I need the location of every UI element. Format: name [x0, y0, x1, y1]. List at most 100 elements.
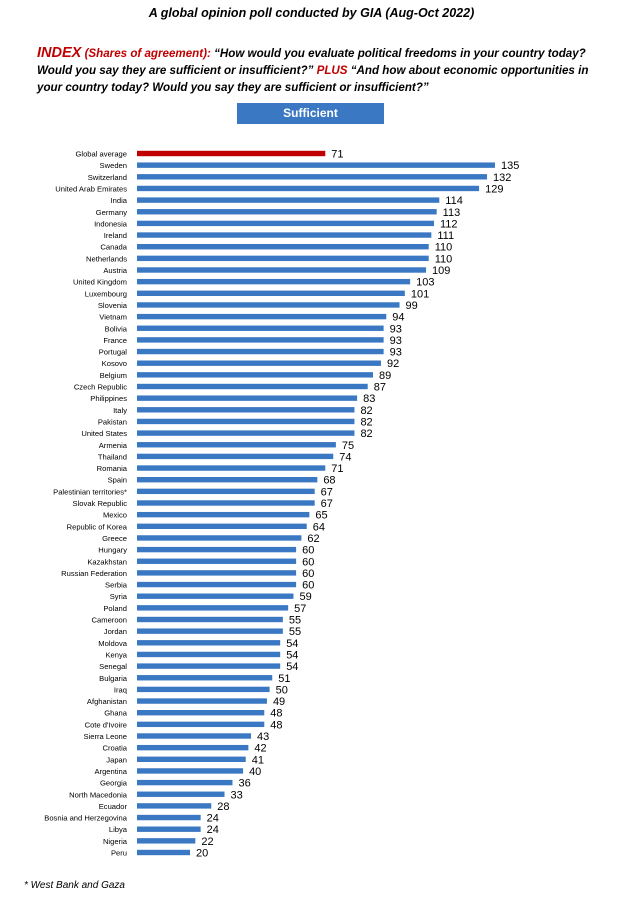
value-label: 33: [231, 789, 243, 801]
category-label: Luxembourg: [85, 289, 127, 298]
category-label: Palestinian territories*: [53, 487, 127, 496]
plus-label: PLUS: [316, 64, 348, 77]
category-label: France: [103, 336, 127, 345]
global-average-bar: [137, 150, 326, 157]
country-bar: [137, 581, 297, 588]
category-label: Sweden: [100, 161, 127, 170]
value-label: 64: [313, 521, 325, 533]
country-bar: [137, 453, 334, 460]
category-label: Jordan: [104, 627, 127, 636]
category-label: United Kingdom: [73, 278, 127, 287]
category-label: Russian Federation: [61, 569, 127, 578]
value-label: 87: [374, 382, 386, 394]
category-label: Croatia: [103, 744, 128, 753]
category-label: Bosnia and Herzegovina: [44, 814, 128, 823]
value-label: 71: [331, 149, 343, 161]
question-part2: “And how about economic opportunities in…: [37, 64, 589, 94]
country-bar: [137, 744, 249, 751]
value-label: 60: [302, 556, 314, 568]
category-label: Greece: [102, 534, 127, 543]
category-label: Germany: [96, 208, 127, 217]
legend-sufficient: Sufficient: [237, 103, 384, 124]
value-label: 93: [390, 323, 402, 335]
category-label: Serbia: [105, 581, 128, 590]
category-label: Bolivia: [105, 324, 128, 333]
category-label: Belgium: [100, 371, 127, 380]
question-part1: “How would you evaluate political freedo…: [37, 47, 586, 77]
country-bar: [137, 383, 368, 390]
category-label: Romania: [97, 464, 128, 473]
category-label: Spain: [108, 476, 127, 485]
value-label: 83: [363, 393, 375, 405]
category-label: Switzerland: [88, 173, 127, 182]
country-bar: [137, 651, 281, 658]
index-label: INDEX: [37, 45, 82, 61]
country-bar: [137, 278, 411, 285]
value-label: 68: [323, 475, 335, 487]
category-label: Cote d'Ivoire: [85, 720, 127, 729]
value-label: 135: [501, 160, 519, 172]
country-bar: [137, 849, 191, 856]
country-bar: [137, 814, 201, 821]
country-bar: [137, 523, 307, 529]
value-label: 67: [321, 486, 333, 498]
value-label: 54: [286, 661, 298, 673]
country-bar: [137, 511, 310, 518]
value-label: 101: [411, 288, 429, 300]
value-label: 20: [196, 848, 208, 860]
category-label: Georgia: [100, 779, 128, 788]
value-label: 113: [443, 207, 461, 219]
country-bar: [137, 325, 384, 331]
category-label: Ecuador: [99, 802, 128, 811]
category-label: Iraq: [114, 685, 127, 694]
country-bar: [137, 803, 212, 809]
value-label: 111: [437, 230, 454, 242]
value-label: 109: [432, 265, 450, 277]
value-label: 89: [379, 370, 391, 382]
country-bar: [137, 430, 355, 436]
value-label: 103: [416, 277, 434, 289]
category-label: Japan: [106, 755, 127, 764]
country-bar: [137, 838, 196, 844]
value-label: 60: [302, 568, 314, 580]
value-label: 41: [252, 754, 264, 766]
chart-title: A global opinion poll conducted by GIA (…: [148, 6, 475, 20]
category-label: Libya: [109, 825, 128, 834]
country-bar: [137, 360, 381, 366]
value-label: 93: [390, 347, 402, 359]
country-bar: [137, 395, 358, 401]
country-bar: [137, 721, 265, 728]
country-bar: [137, 255, 429, 262]
value-label: 93: [390, 335, 402, 347]
value-label: 42: [254, 743, 266, 755]
country-bar: [137, 570, 297, 576]
category-label: Ireland: [104, 231, 127, 240]
category-label: Argentina: [94, 767, 127, 776]
category-label: Slovenia: [98, 301, 128, 310]
country-bar: [137, 209, 437, 215]
category-label: Poland: [103, 604, 127, 613]
category-label: Vietnam: [99, 313, 127, 322]
category-label: Hungary: [98, 546, 127, 555]
country-bar: [137, 675, 273, 681]
category-label: Nigeria: [103, 837, 128, 846]
category-label: Republic of Korea: [67, 522, 128, 531]
category-label: Slovak Republic: [73, 499, 128, 508]
value-label: 110: [435, 242, 453, 254]
country-bar: [137, 733, 252, 739]
category-label: Thailand: [98, 452, 127, 461]
country-bar: [137, 267, 427, 273]
value-label: 60: [302, 580, 314, 592]
category-label: Czech Republic: [74, 383, 127, 392]
value-label: 74: [339, 451, 351, 463]
category-label: Peru: [111, 849, 127, 858]
category-label: India: [111, 196, 128, 205]
country-bar: [137, 686, 270, 693]
value-label: 49: [273, 696, 285, 708]
country-bar: [137, 313, 387, 320]
value-label: 132: [493, 172, 511, 184]
country-bar: [137, 162, 495, 168]
country-bar: [137, 616, 283, 623]
value-label: 82: [360, 416, 372, 428]
